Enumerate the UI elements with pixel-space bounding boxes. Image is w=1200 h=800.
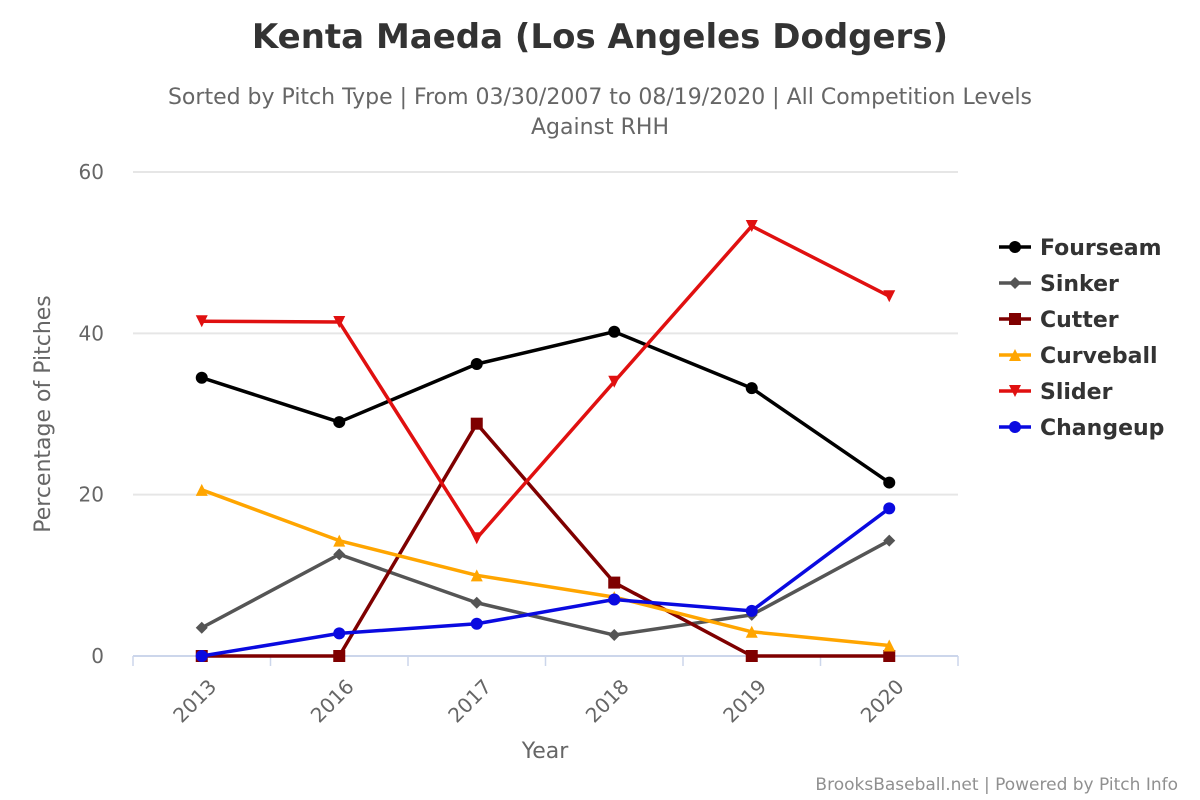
legend-label-sinker: Sinker — [1040, 272, 1119, 297]
series-sinker — [195, 534, 896, 642]
data-point-slider[interactable] — [745, 220, 758, 233]
y-tick-label: 0 — [91, 644, 104, 668]
data-point-changeup[interactable] — [333, 627, 346, 640]
data-point-changeup[interactable] — [470, 617, 483, 630]
legend: Fourseam Sinker Cutter Curveball Slider Chang… — [999, 236, 1164, 441]
data-point-slider[interactable] — [195, 315, 208, 328]
data-point-curveball[interactable] — [883, 639, 896, 652]
chart-subtitle-line2: Against RHH — [531, 115, 669, 140]
chart-subtitle: Sorted by Pitch Type | From 03/30/2007 t… — [168, 85, 1032, 110]
series-cutter — [195, 417, 896, 662]
legend-symbol-changeup — [1009, 421, 1021, 433]
data-point-slider[interactable] — [608, 375, 621, 388]
grid-lines — [133, 171, 958, 657]
legend-symbol-fourseam — [1009, 241, 1021, 253]
legend-label-cutter: Cutter — [1040, 308, 1119, 333]
data-point-cutter[interactable] — [608, 576, 621, 589]
legend-item-slider[interactable]: Slider — [999, 380, 1113, 405]
data-point-curveball[interactable] — [745, 625, 758, 638]
data-point-cutter[interactable] — [470, 417, 483, 430]
data-point-fourseam[interactable] — [608, 325, 621, 338]
series-curveball — [195, 483, 896, 652]
series-line-cutter[interactable] — [200, 421, 891, 658]
data-point-sinker[interactable] — [333, 548, 346, 561]
legend-item-curveball[interactable]: Curveball — [999, 344, 1158, 369]
series-line-slider[interactable] — [200, 224, 891, 540]
x-axis-title: Year — [521, 739, 570, 764]
data-point-changeup[interactable] — [608, 593, 621, 606]
legend-label-fourseam: Fourseam — [1040, 236, 1162, 261]
data-point-curveball[interactable] — [195, 483, 208, 496]
data-point-cutter[interactable] — [883, 650, 896, 662]
data-point-fourseam[interactable] — [470, 357, 483, 370]
x-axis: 2013 2016 2017 2018 2019 2020 — [132, 656, 959, 727]
data-point-fourseam[interactable] — [195, 371, 208, 384]
series-line-curveball[interactable] — [200, 488, 891, 648]
x-tick-label: 2018 — [581, 674, 634, 727]
data-point-slider[interactable] — [333, 316, 346, 329]
data-point-fourseam[interactable] — [333, 416, 346, 429]
x-tick-label: 2017 — [443, 674, 496, 727]
legend-symbol-slider — [1009, 385, 1021, 397]
data-point-changeup[interactable] — [195, 650, 208, 662]
legend-label-changeup: Changeup — [1040, 416, 1164, 441]
legend-label-slider: Slider — [1040, 380, 1113, 405]
legend-item-changeup[interactable]: Changeup — [999, 416, 1164, 441]
data-point-fourseam[interactable] — [745, 382, 758, 395]
data-point-curveball[interactable] — [470, 569, 483, 582]
y-tick-label: 20 — [79, 483, 104, 507]
credits-text[interactable]: BrooksBaseball.net | Powered by Pitch In… — [815, 775, 1178, 795]
series-line-sinker[interactable] — [200, 538, 891, 637]
x-tick-label: 2013 — [168, 674, 221, 727]
series-slider — [195, 220, 896, 545]
data-point-sinker[interactable] — [470, 596, 483, 609]
y-tick-label: 60 — [79, 160, 104, 184]
data-point-sinker[interactable] — [608, 629, 621, 642]
x-tick-label: 2020 — [856, 674, 909, 727]
data-point-fourseam[interactable] — [883, 476, 896, 489]
legend-item-sinker[interactable]: Sinker — [999, 272, 1119, 297]
data-point-sinker[interactable] — [195, 621, 208, 634]
y-axis-title: Percentage of Pitches — [31, 295, 56, 533]
y-axis: 0 20 40 60 — [79, 160, 104, 668]
chart-title: Kenta Maeda (Los Angeles Dodgers) — [252, 17, 948, 57]
legend-label-curveball: Curveball — [1040, 344, 1158, 369]
x-tick-label: 2016 — [306, 674, 359, 727]
data-point-slider[interactable] — [470, 532, 483, 545]
legend-symbol-cutter — [1009, 313, 1021, 325]
legend-symbol-sinker — [1009, 277, 1021, 289]
y-tick-label: 40 — [79, 321, 104, 345]
series-line-fourseam[interactable] — [200, 329, 891, 485]
data-point-changeup[interactable] — [745, 604, 758, 617]
data-point-slider[interactable] — [883, 290, 896, 303]
series-fourseam — [195, 325, 896, 489]
data-point-changeup[interactable] — [883, 502, 896, 515]
data-point-cutter[interactable] — [745, 650, 758, 662]
legend-item-cutter[interactable]: Cutter — [999, 308, 1119, 333]
series-changeup — [195, 502, 896, 662]
legend-symbol-curveball — [1009, 349, 1021, 361]
data-point-curveball[interactable] — [333, 534, 346, 547]
x-tick-label: 2019 — [718, 674, 771, 727]
data-point-cutter[interactable] — [333, 650, 346, 662]
series-group — [195, 220, 896, 662]
data-point-sinker[interactable] — [883, 534, 896, 547]
series-line-changeup[interactable] — [200, 506, 891, 658]
legend-item-fourseam[interactable]: Fourseam — [999, 236, 1162, 261]
